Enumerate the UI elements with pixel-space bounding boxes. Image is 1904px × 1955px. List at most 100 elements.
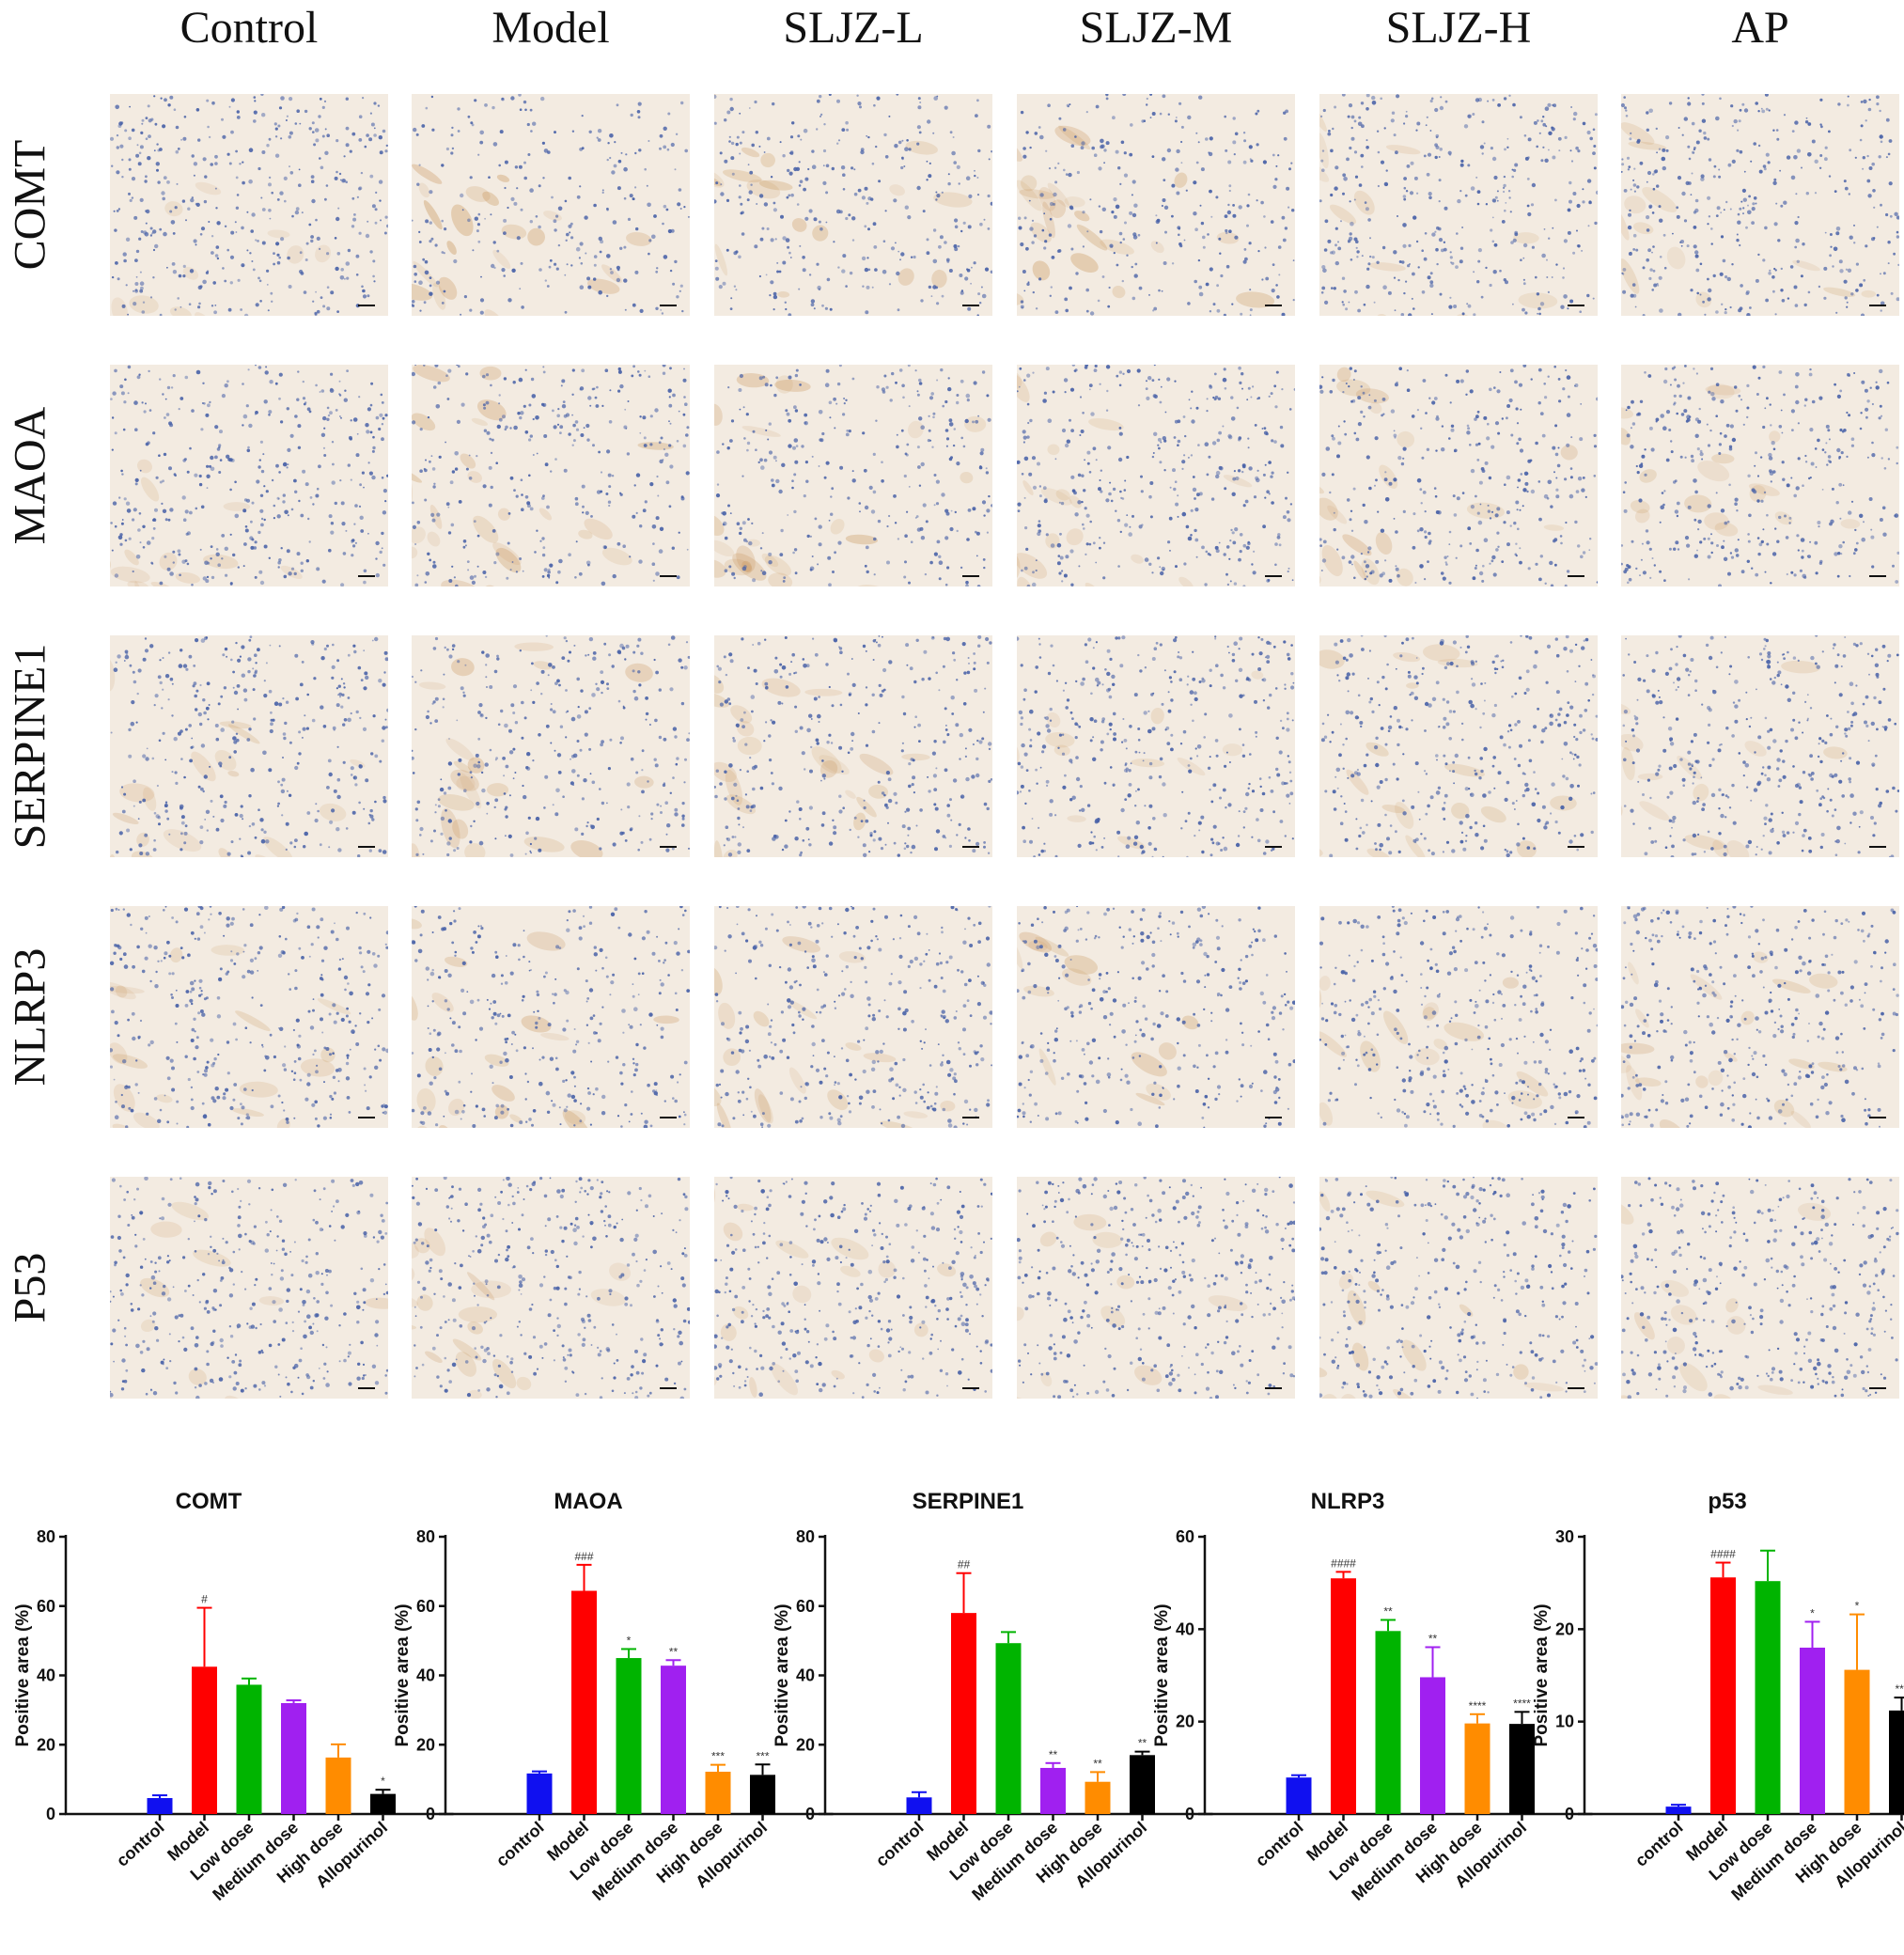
- bar-high-dose: [1464, 1723, 1490, 1814]
- significance-label: ***: [1895, 1682, 1904, 1696]
- stained-tubules: [714, 1184, 957, 1398]
- chart-comt: COMT Positive area (%) 0 20 40 60 80 control # Mo…: [0, 1462, 454, 1950]
- micrograph-image: [110, 94, 388, 316]
- cell-nuclei: [1319, 1177, 1598, 1399]
- y-tick-label: 0: [1565, 1805, 1574, 1823]
- micrograph-image: [1017, 94, 1295, 316]
- micrograph-p53-model: [412, 1177, 690, 1399]
- bar-model: [1331, 1578, 1356, 1814]
- cell-nuclei: [1621, 365, 1899, 586]
- significance-label: ####: [1331, 1556, 1356, 1570]
- bar-allopurinol: [750, 1775, 775, 1814]
- column-header-sljz-h: SLJZ-H: [1385, 3, 1532, 53]
- cell-nuclei: [1018, 94, 1295, 316]
- significance-label: ###: [574, 1550, 593, 1563]
- micrograph-image: [1319, 635, 1598, 857]
- x-tick-label: control: [1631, 1818, 1687, 1870]
- micrograph-image: [1319, 1177, 1598, 1399]
- cell-nuclei: [714, 1177, 992, 1399]
- significance-label: *: [381, 1775, 385, 1788]
- cell-nuclei: [1017, 365, 1295, 586]
- significance-label: ##: [958, 1558, 971, 1572]
- stained-tubules: [714, 373, 987, 586]
- bar-control: [906, 1797, 932, 1814]
- micrograph-maoa-sljz-h: [1319, 365, 1598, 586]
- micrograph-image: [412, 906, 690, 1128]
- micrograph-image: [1017, 1177, 1295, 1399]
- micrograph-image: [1621, 635, 1899, 857]
- cell-nuclei: [110, 365, 388, 586]
- tissue-background: [1319, 906, 1598, 1128]
- micrograph-image: [1017, 365, 1295, 586]
- significance-label: ####: [1710, 1548, 1736, 1561]
- y-tick-label: 20: [1555, 1619, 1574, 1638]
- tissue-background: [110, 635, 388, 857]
- micrograph-serpine1-model: [412, 635, 690, 857]
- y-tick-label: 20: [416, 1735, 435, 1754]
- row-header-nlrp3: NLRP3: [4, 906, 56, 1128]
- micrograph-image: [1319, 94, 1598, 316]
- micrograph-image: [1621, 1177, 1899, 1399]
- micrograph-image: [1621, 906, 1899, 1128]
- cell-nuclei: [715, 365, 992, 586]
- row-header-label: COMT: [5, 139, 55, 271]
- stained-tubules: [1017, 370, 1253, 586]
- significance-label: ***: [756, 1749, 769, 1762]
- micrograph-comt-sljz-m: [1017, 94, 1295, 316]
- bar-control: [1286, 1777, 1312, 1814]
- column-header-control: Control: [179, 3, 319, 53]
- bar-low-dose: [1755, 1581, 1781, 1814]
- significance-label: *: [627, 1634, 632, 1647]
- bar-model: [951, 1613, 976, 1814]
- chart-svg: SERPINE1 Positive area (%) 0 20 40 60 80 contro…: [773, 1489, 1213, 1904]
- x-tick-label: control: [872, 1818, 928, 1870]
- bar-medium-dose: [1800, 1648, 1825, 1814]
- significance-label: **: [1093, 1757, 1102, 1770]
- tissue-background: [1017, 635, 1295, 857]
- bar-high-dose: [325, 1757, 351, 1814]
- stained-tubules: [412, 1228, 632, 1399]
- micrograph-maoa-ap: [1621, 365, 1899, 586]
- stained-tubules: [1319, 644, 1577, 857]
- row-header-label: NLRP3: [5, 947, 55, 1087]
- stained-tubules: [714, 94, 973, 298]
- cell-nuclei: [412, 365, 690, 586]
- tissue-background: [412, 635, 690, 857]
- cell-nuclei: [412, 906, 690, 1128]
- stained-tubules: [1017, 670, 1264, 850]
- cell-nuclei: [110, 635, 388, 857]
- cell-nuclei: [1621, 906, 1899, 1128]
- micrograph-p53-control: [110, 1177, 388, 1399]
- y-tick-label: 20: [796, 1735, 815, 1754]
- tissue-background: [412, 906, 690, 1128]
- tissue-background: [110, 365, 388, 586]
- micrograph-nlrp3-control: [110, 906, 388, 1128]
- bar-low-dose: [995, 1643, 1022, 1814]
- bar-high-dose: [1085, 1781, 1111, 1814]
- row-header-label: SERPINE1: [5, 643, 55, 850]
- row-header-maoa: MAOA: [4, 365, 56, 586]
- micrograph-image: [412, 1177, 690, 1399]
- micrograph-image: [1017, 635, 1295, 857]
- micrograph-comt-control: [110, 94, 388, 316]
- x-tick-label: control: [1252, 1818, 1307, 1870]
- y-tick-label: 80: [37, 1527, 55, 1546]
- significance-label: ****: [1513, 1697, 1531, 1710]
- micrograph-image: [412, 635, 690, 857]
- y-tick-label: 80: [416, 1527, 435, 1546]
- y-axis-label: Positive area (%): [773, 1603, 792, 1746]
- row-header-label: P53: [5, 1252, 55, 1323]
- tissue-background: [1621, 906, 1899, 1128]
- cell-nuclei: [1319, 94, 1598, 316]
- micrograph-serpine1-control: [110, 635, 388, 857]
- micrograph-image: [412, 365, 690, 586]
- tissue-background: [714, 1177, 992, 1399]
- cell-nuclei: [1320, 635, 1598, 857]
- y-tick-label: 80: [796, 1527, 815, 1546]
- y-tick-label: 30: [1555, 1527, 1574, 1546]
- cell-nuclei: [714, 635, 992, 857]
- significance-label: *: [1810, 1606, 1815, 1619]
- chart-title: COMT: [176, 1489, 242, 1514]
- stained-tubules: [714, 936, 956, 1128]
- tissue-background: [110, 1177, 388, 1399]
